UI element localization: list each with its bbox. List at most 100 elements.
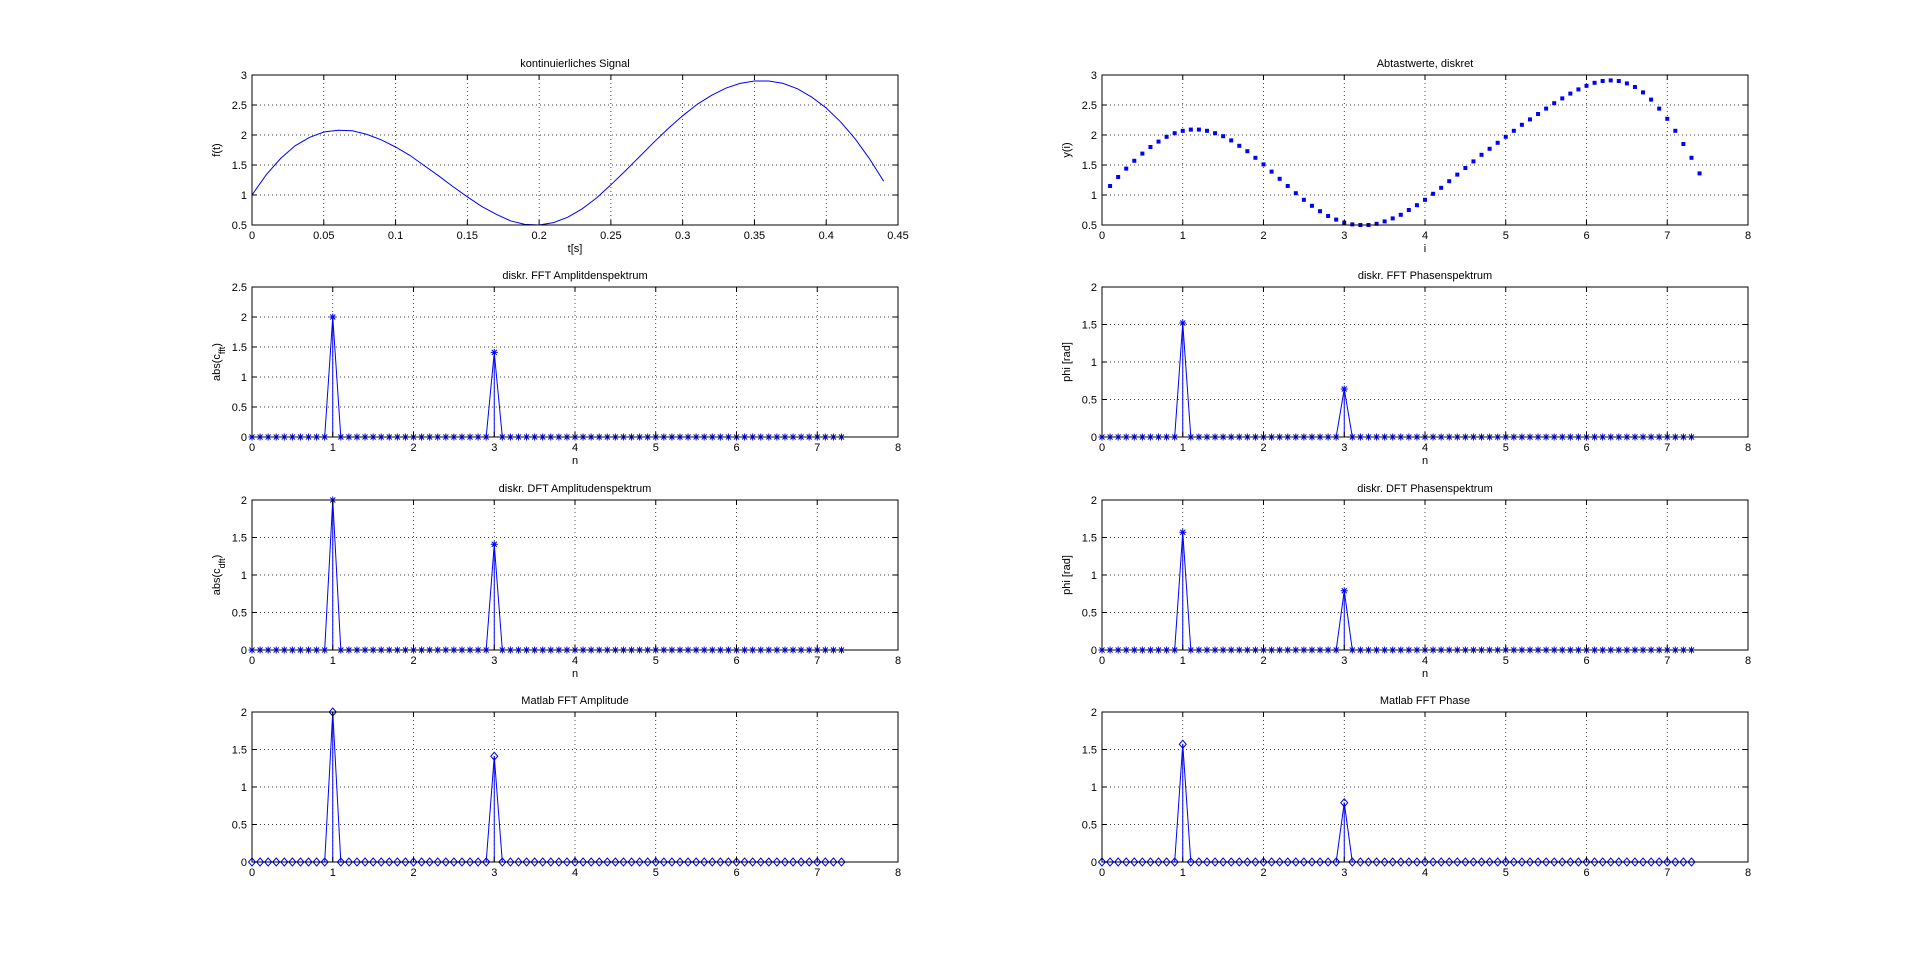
data-marker (490, 751, 499, 762)
data-marker (1396, 857, 1405, 867)
y-tick-label: 1.5 (1082, 320, 1097, 332)
axis-ticks: 0 1 2 3 4 5 6 7 8 0 0.5 1 1.5 2 (1082, 707, 1751, 879)
y-tick-label: 2.5 (1082, 100, 1097, 112)
subplot-p3: 0 1 2 3 4 5 6 7 8 0 0.5 1 1.5 2 2.5 diskr. FFT Amplitde… (211, 270, 901, 467)
data-marker (1243, 857, 1252, 867)
data-marker (1606, 857, 1615, 867)
data-marker (1227, 857, 1236, 867)
data-point (1318, 209, 1323, 214)
y-tick-label: 1.5 (232, 342, 247, 354)
data-marker (255, 857, 265, 867)
data-series (251, 80, 885, 226)
grid-lines (252, 75, 898, 225)
data-marker (1663, 857, 1672, 867)
data-point (1261, 162, 1266, 167)
data-point (1301, 197, 1306, 202)
x-axis-label: i (1424, 243, 1426, 255)
data-marker (522, 857, 531, 867)
data-point (1584, 83, 1589, 88)
data-point (1196, 127, 1201, 132)
series-line (1102, 322, 1692, 438)
y-tick-label: 3 (1091, 70, 1097, 82)
x-axis-label: n (1422, 668, 1428, 680)
grid-lines (1102, 500, 1748, 650)
x-tick-label: 0.2 (531, 230, 546, 242)
x-tick-label: 5 (1503, 230, 1509, 242)
data-marker (417, 857, 426, 867)
x-tick-label: 0.05 (313, 230, 334, 242)
y-tick-label: 1.5 (232, 533, 247, 545)
data-point (1592, 80, 1597, 85)
data-marker (1550, 857, 1559, 867)
y-tick-label: 2 (241, 312, 247, 324)
x-tick-label: 2 (410, 867, 416, 879)
data-marker (498, 857, 507, 867)
axis-ticks: 0 1 2 3 4 5 6 7 8 0.5 1 1.5 2 2.5 3 (1082, 70, 1751, 242)
y-axis-label: f(t) (211, 143, 223, 156)
data-marker (1501, 857, 1510, 867)
data-point (1213, 131, 1218, 136)
x-tick-label: 1 (330, 442, 336, 454)
data-marker (570, 857, 580, 867)
data-marker (683, 857, 693, 867)
data-marker (562, 857, 572, 867)
x-tick-label: 7 (1664, 655, 1670, 667)
x-tick-label: 0.25 (600, 230, 621, 242)
y-tick-label: 2 (241, 495, 247, 507)
data-marker (667, 857, 677, 867)
data-marker (1412, 857, 1422, 867)
x-tick-label: 6 (733, 442, 739, 454)
data-marker (1364, 857, 1373, 867)
x-tick-label: 2 (1260, 442, 1266, 454)
data-marker (433, 857, 442, 867)
x-tick-label: 0 (249, 867, 255, 879)
x-tick-label: 6 (733, 867, 739, 879)
y-axis-label-main: abs(c (211, 354, 223, 381)
data-point (1544, 106, 1549, 111)
data-marker (1186, 857, 1195, 867)
data-series (1098, 528, 1695, 654)
data-marker (635, 857, 644, 867)
x-tick-label: 3 (491, 442, 497, 454)
data-marker (756, 857, 765, 867)
data-marker (490, 540, 498, 548)
data-point (1156, 139, 1161, 144)
data-marker (1574, 857, 1583, 867)
data-marker (1525, 857, 1535, 867)
x-tick-label: 1 (1180, 230, 1186, 242)
data-marker (1493, 857, 1502, 867)
data-point (1649, 97, 1654, 102)
chart-title: Abtastwerte, diskret (1377, 58, 1474, 70)
chart-title: Matlab FFT Phase (1380, 695, 1470, 707)
series-line (1102, 532, 1692, 651)
x-tick-label: 0 (1099, 655, 1105, 667)
x-tick-label: 0.4 (819, 230, 834, 242)
x-tick-label: 2 (1260, 655, 1266, 667)
data-marker (586, 857, 596, 867)
data-marker (724, 857, 733, 867)
data-marker (1340, 385, 1348, 393)
data-point (1689, 155, 1694, 160)
data-marker (603, 857, 612, 867)
y-tick-label: 1 (241, 782, 247, 794)
grid-lines (1102, 712, 1748, 862)
data-marker (1453, 857, 1462, 867)
chart-title: diskr. DFT Phasenspektrum (1357, 483, 1493, 495)
series-line (1102, 744, 1692, 863)
y-tick-label: 0.5 (232, 220, 247, 232)
data-marker (691, 857, 701, 867)
subplot-p4: 0 1 2 3 4 5 6 7 8 0 0.5 1 1.5 2 diskr. FFT Phasenspekt… (1061, 270, 1751, 467)
y-tick-label: 0.5 (1082, 220, 1097, 232)
x-tick-label: 2 (410, 655, 416, 667)
data-point (1616, 79, 1621, 83)
grid-lines (252, 712, 898, 862)
data-point (1641, 90, 1646, 95)
data-point (1576, 87, 1581, 92)
data-marker (1105, 857, 1115, 867)
data-marker (1283, 857, 1292, 867)
data-marker (288, 857, 297, 867)
x-tick-label: 8 (1745, 867, 1751, 879)
data-point (1309, 203, 1314, 208)
x-tick-label: 8 (895, 442, 901, 454)
data-marker (449, 857, 459, 867)
